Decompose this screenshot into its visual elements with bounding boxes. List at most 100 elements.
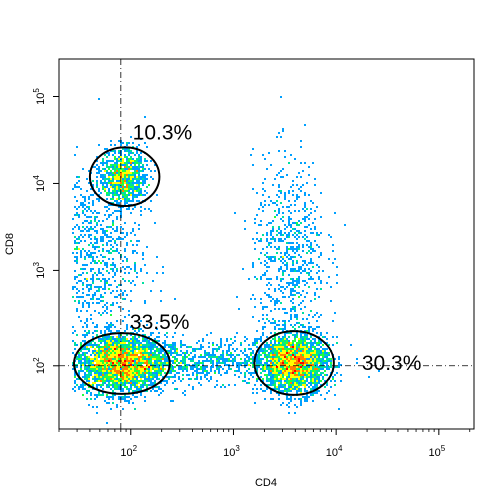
density-point xyxy=(226,352,228,354)
density-point xyxy=(308,274,310,276)
density-point xyxy=(316,326,318,328)
density-point xyxy=(164,340,166,342)
density-point xyxy=(294,228,296,230)
density-point xyxy=(304,260,306,262)
density-point xyxy=(88,230,90,232)
density-point xyxy=(112,386,114,388)
density-point xyxy=(318,246,320,248)
density-point xyxy=(292,374,294,376)
density-point xyxy=(326,352,328,354)
density-point xyxy=(282,346,284,348)
density-point xyxy=(98,172,100,174)
density-point xyxy=(294,360,296,362)
density-point xyxy=(80,204,82,206)
density-point xyxy=(218,348,220,350)
density-point xyxy=(126,346,128,348)
density-point xyxy=(270,398,272,400)
density-point xyxy=(290,230,292,232)
density-point xyxy=(118,178,120,180)
density-point xyxy=(128,152,130,154)
density-point xyxy=(272,398,274,400)
density-point xyxy=(126,360,128,362)
density-point xyxy=(200,384,202,386)
density-point xyxy=(300,348,302,350)
density-point xyxy=(268,344,270,346)
density-point xyxy=(102,340,104,342)
density-point xyxy=(314,356,316,358)
density-point xyxy=(320,368,322,370)
density-point xyxy=(138,322,140,324)
density-point xyxy=(152,352,154,354)
density-point xyxy=(114,342,116,344)
density-point xyxy=(226,340,228,342)
density-point xyxy=(110,388,112,390)
density-point xyxy=(324,398,326,400)
density-point xyxy=(266,366,268,368)
density-point xyxy=(276,298,278,300)
density-point xyxy=(298,282,300,284)
density-point xyxy=(86,190,88,192)
density-point xyxy=(288,384,290,386)
density-point xyxy=(116,330,118,332)
density-point xyxy=(314,294,316,296)
density-point xyxy=(126,170,128,172)
density-point xyxy=(142,358,144,360)
density-point xyxy=(112,276,114,278)
density-point xyxy=(128,280,130,282)
density-point xyxy=(126,158,128,160)
density-point xyxy=(120,342,122,344)
density-point xyxy=(116,336,118,338)
density-point xyxy=(78,280,80,282)
density-point xyxy=(82,202,84,204)
density-point xyxy=(130,352,132,354)
density-point xyxy=(86,370,88,372)
density-point xyxy=(88,256,90,258)
density-point xyxy=(86,368,88,370)
density-point xyxy=(102,306,104,308)
density-point xyxy=(302,280,304,282)
density-point xyxy=(312,386,314,388)
density-point xyxy=(290,318,292,320)
density-point xyxy=(148,368,150,370)
density-point xyxy=(132,158,134,160)
density-point xyxy=(94,382,96,384)
density-point xyxy=(98,198,100,200)
density-point xyxy=(110,354,112,356)
density-point xyxy=(292,248,294,250)
density-point xyxy=(104,368,106,370)
density-point xyxy=(318,278,320,280)
density-point xyxy=(298,352,300,354)
density-point xyxy=(174,344,176,346)
density-point xyxy=(104,176,106,178)
density-point xyxy=(182,366,184,368)
density-point xyxy=(96,180,98,182)
density-point xyxy=(318,296,320,298)
density-point xyxy=(266,378,268,380)
density-point xyxy=(304,390,306,392)
density-point xyxy=(284,348,286,350)
density-point xyxy=(86,280,88,282)
density-point xyxy=(110,214,112,216)
density-point xyxy=(180,346,182,348)
density-point xyxy=(88,288,90,290)
density-point xyxy=(282,402,284,404)
density-point xyxy=(152,384,154,386)
density-point xyxy=(86,272,88,274)
density-point xyxy=(310,340,312,342)
density-point xyxy=(112,402,114,404)
density-point xyxy=(338,362,340,364)
density-point xyxy=(276,374,278,376)
density-point xyxy=(290,268,292,270)
density-point xyxy=(268,378,270,380)
density-point xyxy=(132,360,134,362)
density-point xyxy=(274,348,276,350)
density-point xyxy=(296,378,298,380)
density-point xyxy=(280,378,282,380)
density-point xyxy=(312,366,314,368)
density-point xyxy=(96,362,98,364)
density-point xyxy=(106,378,108,380)
density-point xyxy=(112,356,114,358)
density-point xyxy=(280,170,282,172)
density-point xyxy=(268,256,270,258)
density-point xyxy=(110,336,112,338)
